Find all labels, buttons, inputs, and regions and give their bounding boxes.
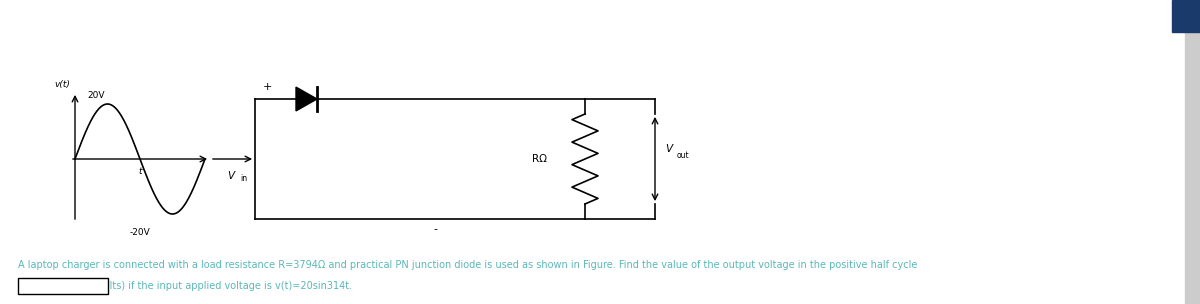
Text: in: in bbox=[240, 174, 247, 183]
Text: t: t bbox=[138, 167, 142, 176]
Text: +: + bbox=[263, 82, 271, 92]
Text: v(t): v(t) bbox=[54, 80, 70, 89]
Bar bbox=[18, 278, 108, 294]
Text: V: V bbox=[228, 171, 235, 181]
Text: out: out bbox=[677, 150, 690, 160]
Text: (in volts) if the input applied voltage is v(t)=20sin314t.: (in volts) if the input applied voltage … bbox=[82, 281, 352, 291]
Text: A laptop charger is connected with a load resistance R=3794Ω and practical PN ju: A laptop charger is connected with a loa… bbox=[18, 260, 917, 270]
Text: RΩ: RΩ bbox=[532, 154, 547, 164]
Bar bbox=[1172, 0, 1200, 32]
Text: V: V bbox=[665, 144, 672, 154]
Bar bbox=[1186, 0, 1200, 304]
Polygon shape bbox=[296, 87, 317, 111]
Text: 20V: 20V bbox=[88, 91, 104, 100]
Text: -20V: -20V bbox=[130, 228, 151, 237]
Text: -: - bbox=[433, 224, 437, 234]
